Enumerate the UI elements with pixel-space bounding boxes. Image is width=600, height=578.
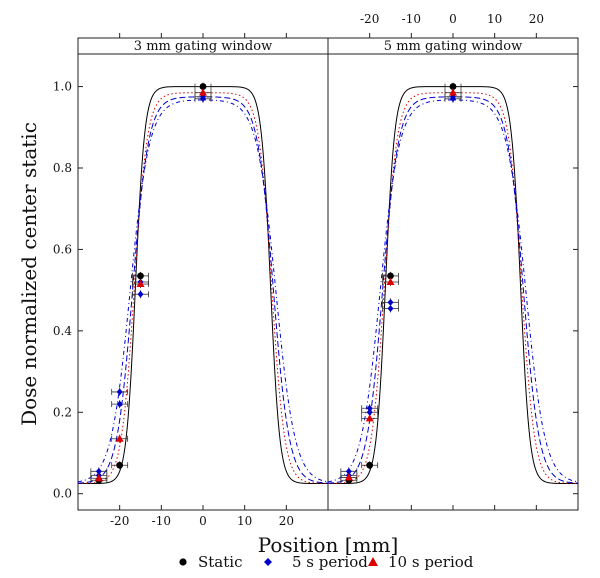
curve-period_10s [77, 92, 329, 484]
point-10s-period [449, 88, 457, 96]
x-tick-label-bottom: -10 [152, 514, 171, 528]
point-5s-period [116, 388, 123, 396]
point-10s-period [365, 414, 374, 422]
point-10s-period [94, 474, 103, 482]
x-tick-label-top: -20 [360, 12, 379, 26]
legend-static-label: Static [198, 553, 242, 571]
x-tick-label-top: 20 [529, 12, 544, 26]
y-axis-title: Dose normalized center static [17, 122, 41, 426]
point-5s-period [387, 304, 394, 312]
point-10s-period [344, 473, 353, 481]
point-static [116, 461, 124, 469]
point-static [137, 272, 144, 280]
x-tick-label-bottom: 0 [199, 514, 207, 528]
point-5s-period [366, 404, 373, 412]
y-tick-label: 0.8 [53, 161, 72, 175]
point-10s-period [136, 279, 145, 288]
point-static [387, 272, 394, 280]
point-5s-period [137, 290, 144, 298]
point-static [199, 83, 207, 90]
y-tick-label: 0.6 [53, 242, 72, 256]
x-tick-label-bottom: 10 [237, 514, 252, 528]
y-tick-label: 0.0 [53, 487, 72, 501]
point-5s-period [116, 400, 123, 408]
point-static [449, 83, 457, 90]
point-10s-period [386, 277, 395, 285]
curve-period_10s [327, 92, 579, 484]
x-tick-label-bottom: -20 [110, 514, 129, 528]
x-axis-title: Position [mm] [258, 533, 399, 557]
axis-ticks: -20 -20 -10 -10 0 0 10 10 20 20 0.0 0.2 0.4 0.6 0.8 1.0 [53, 12, 578, 528]
data-markers [90, 82, 462, 485]
right-panel-title: 5 mm gating window [384, 39, 522, 54]
point-5s-period [345, 467, 352, 475]
legend-5s-marker [264, 558, 272, 566]
curve-static [78, 86, 328, 485]
x-tick-label-bottom: 20 [279, 514, 294, 528]
curve-period_5s_b [77, 99, 329, 483]
x-tick-label-top: -10 [402, 12, 421, 26]
point-static [366, 461, 374, 469]
curve-period_5s_a [77, 96, 329, 484]
legend-10s-label: 10 s period [388, 553, 474, 571]
y-tick-label: 0.2 [53, 405, 72, 419]
right-panel-frame [327, 37, 579, 511]
curve-static [328, 86, 578, 485]
left-panel-title: 3 mm gating window [134, 39, 272, 54]
plot-frame: 3 mm gating window 5 mm gating window [77, 37, 579, 511]
left-panel-frame [77, 37, 329, 511]
legend-5s-label: 5 s period [292, 553, 368, 571]
x-tick-label-top: 0 [449, 12, 457, 26]
point-5s-period [387, 298, 394, 306]
point-5s-period [366, 408, 373, 416]
point-10s-period [115, 434, 124, 442]
point-5s-period [95, 467, 102, 475]
curve-period_5s_a [327, 96, 579, 484]
x-tick-label-top: 10 [487, 12, 502, 26]
legend-static-marker [179, 558, 187, 566]
legend-10s-marker [368, 557, 378, 566]
curve-period_5s_b [327, 99, 579, 483]
point-10s-period [199, 88, 207, 96]
y-tick-label: 1.0 [53, 80, 72, 94]
y-tick-label: 0.4 [53, 324, 72, 338]
legend: Static 5 s period 10 s period [179, 553, 474, 571]
